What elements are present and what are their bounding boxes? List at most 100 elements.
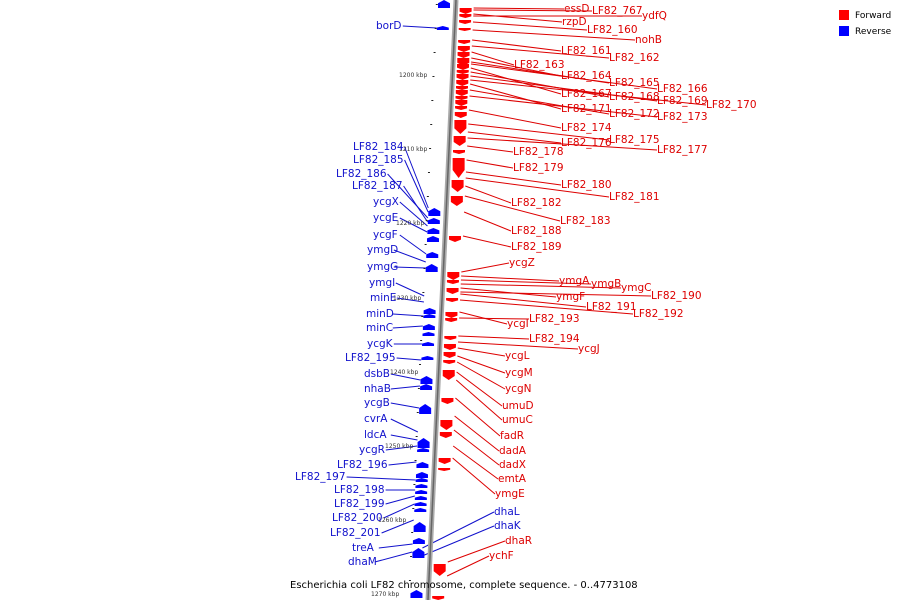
gene-label-forward: LF82_181 [609,191,660,203]
gene-label-forward: LF82_193 [529,313,580,325]
gene-feature-reverse [420,384,433,390]
gene-label-forward: LF82_171 [561,103,612,115]
gene-feature-reverse [428,208,441,216]
gene-label-reverse: LF82_196 [337,459,388,471]
gene-label-reverse: ymgD [367,244,398,256]
gene-label-forward: LF82_188 [511,225,562,237]
gene-label-forward: dadX [499,459,526,471]
connector-line-forward [460,287,557,298]
connector-line-forward [447,540,506,563]
connector-line-reverse [404,159,429,213]
gene-feature-reverse [422,332,435,336]
connector-line-forward [461,262,510,273]
gene-label-forward: dadA [499,445,527,457]
connector-line-forward [472,39,562,52]
gene-feature-forward [452,158,465,178]
connector-line-reverse [385,495,415,505]
axis-ticks: 1200 kbp 1210 kbp 1220 kbp 1230 kbp 1240… [371,72,427,598]
gene-feature-reverse [425,264,438,272]
gene-feature-forward [445,318,458,322]
connector-line-forward [470,67,562,95]
connector-line-forward [452,457,496,495]
gene-feature-forward [445,312,458,318]
tick-label: 1260 kbp [378,517,406,524]
connector-line-reverse [383,503,415,519]
gene-feature-reverse [417,438,430,448]
connector-line-reverse [403,185,429,223]
gene-feature-forward [450,196,463,206]
connector-line-forward [457,355,506,374]
connector-line-reverse [399,217,428,233]
axis-dash [417,388,420,389]
connector-line-reverse [390,373,421,381]
axis-dash [408,580,411,581]
gene-label-reverse: ycgX [373,196,399,208]
connector-line-reverse [421,525,495,557]
gene-label-forward: ymgE [495,488,525,500]
gene-feature-forward [456,70,469,74]
gene-feature-reverse [414,502,427,506]
gene-label-forward: LF82_190 [651,290,702,302]
connector-line-reverse [393,266,426,269]
gene-label-reverse: LF82_184 [353,141,404,153]
axis-dash [433,52,436,53]
gene-feature-reverse [436,26,449,30]
map-caption: Escherichia coli LF82 chromosome, comple… [290,580,638,591]
connector-line-forward [473,7,565,10]
connector-line-forward [471,45,610,59]
connector-line-forward [455,397,501,437]
connector-line-forward [468,123,610,141]
connector-line-reverse [378,543,413,549]
gene-label-forward: ymgF [556,291,585,303]
gene-label-reverse: cvrA [364,413,388,425]
connector-line-forward [467,145,514,153]
gene-label-forward: ycgN [505,383,532,395]
gene-feature-reverse [410,590,423,598]
connector-line-reverse [399,201,428,227]
gene-label-reverse: ycgR [359,444,385,456]
gene-label-forward: ycgL [505,350,530,362]
gene-label-reverse: minE [370,292,396,304]
connector-line-forward [472,29,636,41]
connector-line-forward [446,555,490,577]
tick-label: 1250 kbp [385,443,413,450]
gene-feature-forward [441,398,454,404]
tick-label: 1200 kbp [399,72,427,79]
axis-dash [421,316,424,317]
gene-feature-forward [454,112,467,118]
gene-feature-reverse [427,228,440,234]
axis-dash [435,4,438,5]
connector-line-forward [472,21,588,31]
gene-label-forward: ycgZ [509,257,535,269]
gene-label-forward: LF82_175 [609,134,660,146]
gene-feature-reverse [422,324,435,330]
connector-line-forward [454,415,500,452]
connector-line-forward [467,131,562,144]
gene-feature-forward [459,8,472,14]
gene-label-reverse: ycgB [364,397,390,409]
connector-line-forward [456,361,506,390]
gene-feature-reverse [426,236,439,242]
connector-line-forward [452,445,499,480]
gene-feature-forward [438,458,451,464]
connector-line-forward [465,185,512,204]
gene-label-reverse: LF82_199 [334,498,385,510]
gene-feature-reverse [414,496,427,500]
tick-label: 1240 kbp [390,369,418,376]
gene-label-forward: LF82_164 [561,70,612,82]
gene-feature-forward [448,236,461,242]
gene-feature-forward [453,136,466,146]
gene-label-forward: LF82_160 [587,24,638,36]
gene-feature-reverse [417,448,430,452]
legend-label-reverse: Reverse [855,27,892,37]
connector-line-forward [455,379,503,421]
connector-line-reverse [390,385,421,390]
connector-line-forward [469,95,658,118]
gene-label-forward: LF82_182 [511,197,562,209]
gene-label-forward: ymgC [621,282,651,294]
gene-label-forward: LF82_189 [511,241,562,253]
connector-line-forward [469,89,610,115]
gene-label-reverse: LF82_195 [345,352,396,364]
